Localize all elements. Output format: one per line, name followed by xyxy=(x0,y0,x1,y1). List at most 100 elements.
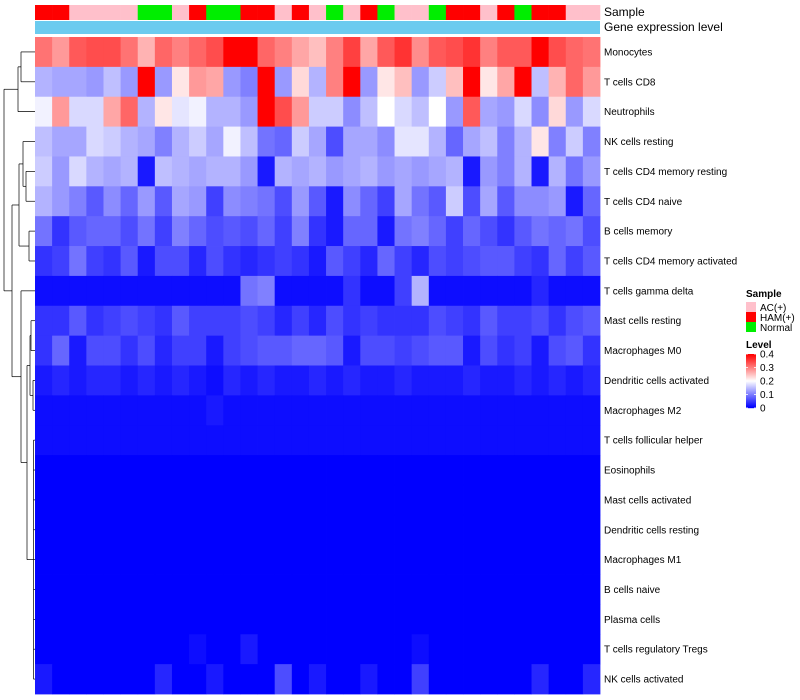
heatmap-cell xyxy=(497,514,515,546)
heatmap-cell xyxy=(35,574,53,605)
heatmap-cell xyxy=(582,246,601,277)
heatmap-cell xyxy=(52,365,70,396)
heatmap-cell xyxy=(326,216,344,247)
heatmap-cell xyxy=(445,484,464,516)
heatmap-cell xyxy=(377,66,395,98)
heatmap-cell xyxy=(257,305,276,337)
heatmap-cell xyxy=(360,395,378,426)
heatmap-cell xyxy=(240,365,258,396)
heatmap-cell xyxy=(411,305,430,337)
heatmap-cell xyxy=(52,126,70,157)
heatmap-cell xyxy=(394,66,413,98)
heatmap-cell xyxy=(86,156,104,187)
heatmap-cell xyxy=(308,395,327,426)
heatmap-cell xyxy=(206,484,224,516)
heatmap-cell xyxy=(137,156,156,187)
legend-colorbar-segment xyxy=(746,396,756,398)
heatmap-cell xyxy=(497,425,515,456)
heatmap-cell xyxy=(291,395,310,426)
heatmap-cell xyxy=(291,664,310,695)
sample-annotation-cell xyxy=(171,5,190,20)
heatmap-cell xyxy=(257,246,276,277)
gene-expression-annotation-bar xyxy=(35,21,600,34)
heatmap-cell xyxy=(326,484,344,516)
row-label: Macrophages M0 xyxy=(604,346,682,357)
heatmap-cell xyxy=(223,395,241,426)
heatmap-cell xyxy=(463,66,481,98)
heatmap-cell xyxy=(497,246,515,277)
heatmap-cell xyxy=(326,275,344,307)
legend-sample-label: HAM(+) xyxy=(760,313,795,324)
heatmap-cell xyxy=(531,335,550,366)
heatmap-cell xyxy=(463,604,481,635)
legend-colorbar-segment xyxy=(746,372,756,374)
heatmap-cell xyxy=(548,484,567,516)
heatmap-cell xyxy=(394,37,413,68)
heatmap-cell xyxy=(69,544,87,575)
heatmap-cell xyxy=(137,455,156,486)
heatmap-cell xyxy=(514,395,532,426)
heatmap-cell xyxy=(480,484,498,516)
heatmap-cell xyxy=(326,246,344,277)
heatmap-cell xyxy=(548,305,567,337)
heatmap-cell xyxy=(291,156,310,187)
heatmap-cell xyxy=(377,544,395,575)
heatmap-cell xyxy=(274,514,293,546)
heatmap-cell xyxy=(86,425,104,456)
heatmap-cell xyxy=(120,634,139,665)
heatmap-cell xyxy=(343,574,361,605)
heatmap-cell xyxy=(308,275,327,307)
heatmap-cell xyxy=(360,66,378,98)
heatmap-cell xyxy=(411,216,430,247)
heatmap-cell xyxy=(35,455,53,486)
heatmap-cell xyxy=(480,216,498,247)
heatmap-cell xyxy=(291,634,310,665)
heatmap-cell xyxy=(137,604,156,635)
heatmap-cell xyxy=(86,186,104,217)
legend-colorbar-segment xyxy=(746,360,756,362)
heatmap-cell xyxy=(480,186,498,217)
heatmap-cell xyxy=(360,186,378,217)
heatmap-cell xyxy=(189,335,207,366)
heatmap-cell xyxy=(445,156,464,187)
heatmap-cell xyxy=(103,186,122,217)
heatmap-cell xyxy=(565,66,584,98)
heatmap-cell xyxy=(240,604,258,635)
heatmap-cell xyxy=(531,365,550,396)
heatmap-cell xyxy=(565,156,584,187)
heatmap-cell xyxy=(326,66,344,98)
heatmap-cell xyxy=(428,37,447,68)
heatmap-cell xyxy=(86,126,104,157)
heatmap-cell xyxy=(360,484,378,516)
legend-colorbar-segment xyxy=(746,388,756,390)
heatmap-cell xyxy=(171,544,190,575)
heatmap-cell xyxy=(206,216,224,247)
heatmap-cell xyxy=(35,216,53,247)
heatmap-cell xyxy=(343,126,361,157)
legend-colorbar-segment xyxy=(746,371,756,373)
heatmap-cell xyxy=(582,275,601,307)
heatmap-cell xyxy=(360,634,378,665)
heatmap-cell xyxy=(582,484,601,516)
heatmap-cell xyxy=(240,275,258,307)
sample-annotation-cell xyxy=(274,5,293,20)
heatmap-cell xyxy=(514,305,532,337)
heatmap-cell xyxy=(582,186,601,217)
heatmap-cell xyxy=(514,634,532,665)
heatmap-cell xyxy=(343,634,361,665)
heatmap-cell xyxy=(206,37,224,68)
heatmap-cell xyxy=(394,156,413,187)
heatmap-cell xyxy=(35,305,53,337)
heatmap-cell xyxy=(223,37,241,68)
heatmap-cell xyxy=(428,305,447,337)
heatmap-cell xyxy=(565,484,584,516)
heatmap-cell xyxy=(411,604,430,635)
heatmap-cell xyxy=(171,395,190,426)
heatmap-cell xyxy=(360,37,378,68)
heatmap-cell xyxy=(463,37,481,68)
heatmap-cell xyxy=(463,156,481,187)
heatmap-cell xyxy=(411,186,430,217)
heatmap-cell xyxy=(377,365,395,396)
heatmap-cell xyxy=(514,484,532,516)
heatmap-cell xyxy=(69,335,87,366)
